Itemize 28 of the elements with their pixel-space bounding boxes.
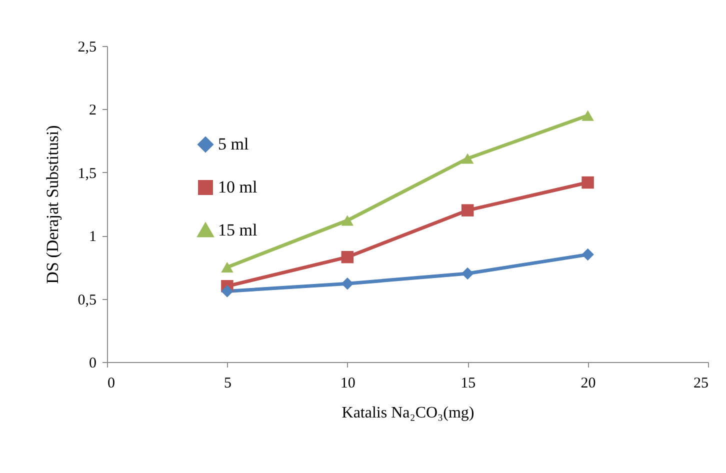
legend-label: 5 ml (218, 134, 249, 154)
point (221, 285, 234, 298)
y-tick-label: 0 (89, 356, 96, 372)
x-tick-label: 0 (108, 376, 115, 392)
x-tick-label: 25 (694, 376, 708, 392)
y-tick-label: 1,5 (78, 166, 96, 182)
legend-label: 15 ml (218, 220, 258, 240)
point (461, 267, 474, 280)
point (461, 153, 474, 164)
point (582, 110, 594, 121)
point (341, 215, 354, 226)
y-tick-label: 2 (89, 102, 96, 119)
y-tick-label: 1 (89, 229, 96, 246)
x-tick-label: 20 (580, 376, 596, 392)
point (221, 262, 234, 273)
point (582, 176, 594, 189)
x-axis-title: Katalis Na₂CO₃(mg) (342, 404, 474, 422)
y-tick-label: 2,5 (78, 40, 96, 56)
x-tick-label: 15 (460, 376, 476, 392)
point (582, 248, 594, 261)
legend-label: 10 ml (218, 178, 258, 196)
x-tick-label: 10 (340, 376, 356, 392)
point (461, 204, 474, 216)
point (341, 278, 354, 290)
point (341, 250, 354, 264)
y-axis-title: DS (Derajat Substitusi) (42, 125, 62, 284)
x-tick-label: 5 (224, 376, 232, 392)
y-tick-label: 0,5 (78, 292, 96, 308)
